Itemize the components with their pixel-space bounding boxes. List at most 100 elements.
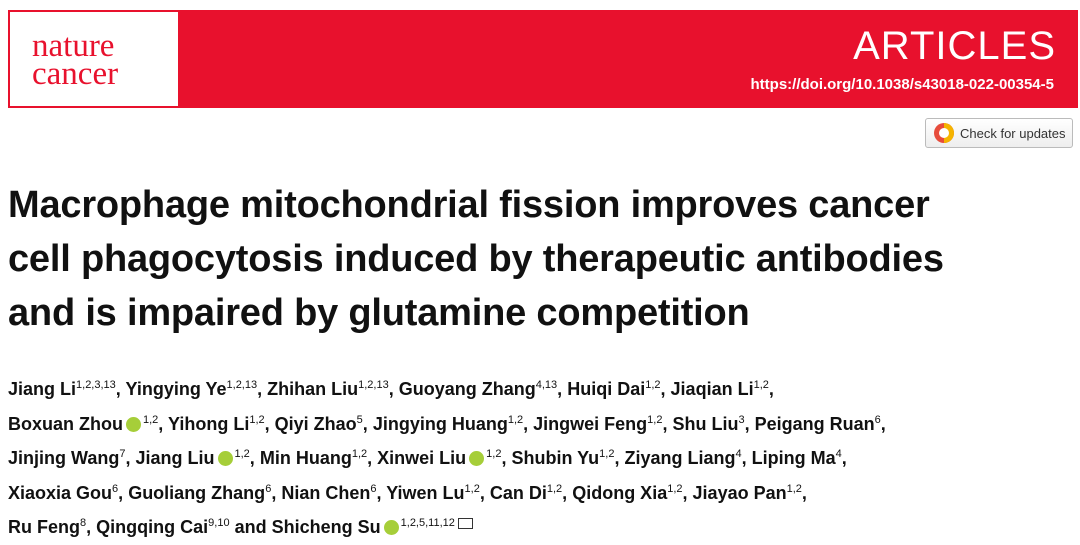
separator: , <box>662 413 668 434</box>
author-name[interactable]: Jiayao Pan <box>692 482 787 503</box>
affiliation: 7 <box>119 448 126 460</box>
author-line: Boxuan Zhou 1,2, Yihong Li1,2, Qiyi Zhao5… <box>8 407 886 442</box>
author-name[interactable]: Liping Ma <box>751 448 836 468</box>
author-name[interactable]: Yihong Li <box>168 413 250 434</box>
author-name[interactable]: Guoliang Zhang <box>128 482 266 503</box>
journal-logo[interactable]: nature cancer <box>10 12 178 106</box>
affiliation: 1,2 <box>143 413 159 426</box>
author-name[interactable]: Min Huang <box>259 448 352 468</box>
orcid-icon[interactable] <box>469 451 485 466</box>
author-name[interactable]: Xinwei Liu <box>377 448 467 468</box>
separator: , <box>86 517 92 537</box>
author-name[interactable]: Ru Feng <box>8 517 80 537</box>
author-name[interactable]: Zhihan Liu <box>267 379 359 399</box>
affiliation: 6 <box>370 482 377 495</box>
affiliation: 1,2 <box>645 379 661 391</box>
separator: , <box>479 482 485 503</box>
banner: nature cancer ARTICLES https://doi.org/1… <box>8 10 1078 108</box>
affiliation: 1,2 <box>249 413 265 426</box>
affiliation: 1,2 <box>647 413 663 426</box>
author-name[interactable]: Shicheng Su <box>271 517 381 537</box>
affiliation: 4 <box>835 448 842 460</box>
author-name[interactable]: Can Di <box>489 482 547 503</box>
separator: , <box>367 448 373 468</box>
email-icon[interactable] <box>457 518 473 529</box>
separator: , <box>158 413 164 434</box>
orcid-icon[interactable] <box>217 451 233 466</box>
affiliation: 4,13 <box>535 379 558 391</box>
affiliation: 1,2 <box>786 482 802 495</box>
author-name[interactable]: Yiwen Lu <box>386 482 465 503</box>
journal-name: nature <box>32 28 115 64</box>
author-name[interactable]: Qidong Xia <box>572 482 668 503</box>
separator: , <box>125 448 131 468</box>
author-name[interactable]: Jingying Huang <box>372 413 508 434</box>
author-name[interactable]: Xiaoxia Gou <box>8 482 113 503</box>
affiliation: 1,2,5,11,12 <box>400 517 455 529</box>
separator: , <box>682 482 688 503</box>
author-line: Jiang Li1,2,3,13, Yingying Ye1,2,13, Zhi… <box>8 372 886 407</box>
separator: , <box>118 482 124 503</box>
separator: , <box>768 379 774 399</box>
affiliation: 3 <box>738 413 745 426</box>
separator: , <box>362 413 368 434</box>
affiliation: 1,2 <box>546 482 563 495</box>
conjunction: and <box>234 517 267 537</box>
affiliation: 1,2 <box>667 482 683 495</box>
author-name[interactable]: Ziyang Liang <box>624 448 736 468</box>
separator: , <box>744 413 750 434</box>
affiliation: 1,2 <box>599 448 615 460</box>
author-name[interactable]: Yingying Ye <box>125 379 227 399</box>
separator: , <box>115 379 121 399</box>
author-name[interactable]: Boxuan Zhou <box>8 413 123 434</box>
author-name[interactable]: Huiqi Dai <box>567 379 646 399</box>
author-name[interactable]: Shu Liu <box>672 413 739 434</box>
separator: , <box>660 379 666 399</box>
affiliation: 1,2 <box>234 448 250 460</box>
separator: , <box>271 482 277 503</box>
author-name[interactable]: Guoyang Zhang <box>398 379 536 399</box>
separator: , <box>614 448 620 468</box>
separator: , <box>501 448 507 468</box>
affiliation: 1,2 <box>486 448 502 460</box>
author-name[interactable]: Qingqing Cai <box>96 517 209 537</box>
separator: , <box>801 482 807 503</box>
author-name[interactable]: Nian Chen <box>281 482 371 503</box>
author-name[interactable]: Jiaqian Li <box>670 379 754 399</box>
affiliation: 1,2,13 <box>358 379 389 391</box>
affiliation: 1,2 <box>753 379 769 391</box>
check-updates-button[interactable]: Check for updates <box>925 118 1073 148</box>
author-name[interactable]: Peigang Ruan <box>754 413 875 434</box>
author-name[interactable]: Jinjing Wang <box>8 448 120 468</box>
author-list: Jiang Li1,2,3,13, Yingying Ye1,2,13, Zhi… <box>8 372 886 545</box>
separator: , <box>264 413 270 434</box>
separator: , <box>249 448 255 468</box>
updates-icon <box>934 123 954 143</box>
author-name[interactable]: Shubin Yu <box>511 448 600 468</box>
orcid-icon[interactable] <box>126 416 141 432</box>
author-name[interactable]: Jiang Liu <box>135 448 215 468</box>
orcid-icon[interactable] <box>383 520 399 535</box>
author-name[interactable]: Jiang Li <box>8 379 77 399</box>
author-line: Ru Feng8, Qingqing Cai9,10 and Shicheng … <box>8 510 886 545</box>
affiliation: 6 <box>112 482 119 495</box>
section-label: ARTICLES <box>853 24 1056 68</box>
doi-link[interactable]: https://doi.org/10.1038/s43018-022-00354… <box>750 76 1055 93</box>
author-line: Xiaoxia Gou6, Guoliang Zhang6, Nian Chen… <box>8 476 886 511</box>
affiliation: 4 <box>735 448 742 460</box>
separator: , <box>388 379 394 399</box>
separator: , <box>841 448 847 468</box>
separator: , <box>376 482 382 503</box>
separator: , <box>880 413 886 434</box>
affiliation: 5 <box>356 413 363 426</box>
author-line: Jinjing Wang7, Jiang Liu 1,2, Min Huang 1,… <box>8 441 886 476</box>
affiliation: 9,10 <box>208 517 230 529</box>
author-name[interactable]: Jingwei Feng <box>533 413 648 434</box>
button-label: Check for updates <box>960 126 1066 141</box>
separator: , <box>741 448 747 468</box>
author-name[interactable]: Qiyi Zhao <box>274 413 357 434</box>
journal-name: cancer <box>32 56 119 92</box>
separator: , <box>523 413 529 434</box>
title-line: Macrophage mitochondrial fission improve… <box>8 184 930 226</box>
